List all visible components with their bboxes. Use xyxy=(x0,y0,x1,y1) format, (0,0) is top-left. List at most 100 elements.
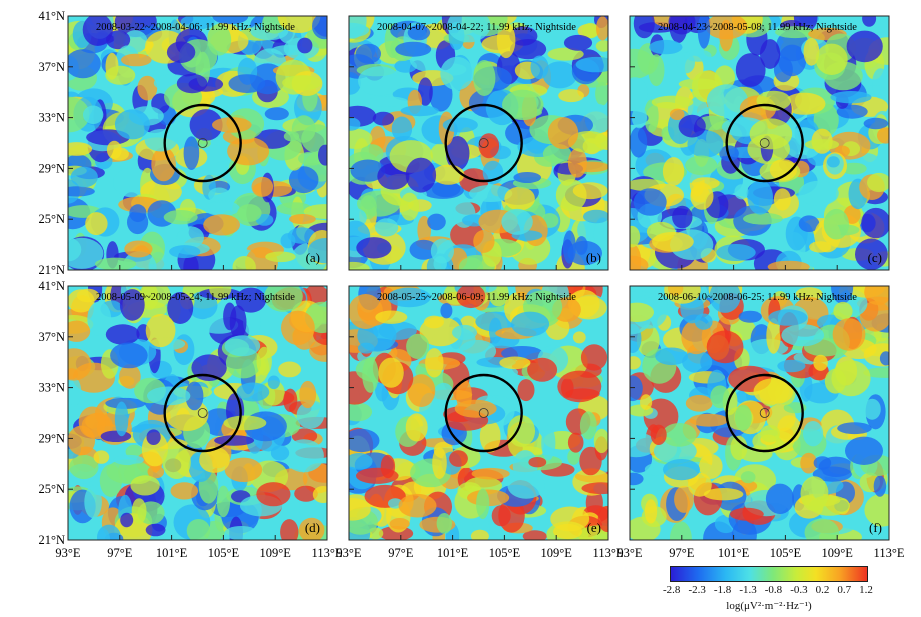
intensity-blob xyxy=(738,310,762,323)
intensity-blob xyxy=(71,523,85,540)
intensity-blob xyxy=(669,521,692,540)
intensity-blob xyxy=(581,482,608,495)
panel-letter: (b) xyxy=(586,250,601,265)
intensity-blob xyxy=(563,34,593,51)
intensity-blob xyxy=(291,428,318,444)
lat-label: 25°N xyxy=(38,212,65,226)
intensity-blob xyxy=(129,204,147,223)
intensity-blob xyxy=(798,215,820,232)
intensity-blob xyxy=(699,453,723,479)
intensity-blob xyxy=(68,425,96,456)
intensity-blob xyxy=(689,413,729,427)
intensity-blob xyxy=(845,436,883,465)
intensity-blob xyxy=(378,357,404,388)
intensity-blob xyxy=(672,205,693,229)
intensity-blob xyxy=(214,435,255,446)
intensity-blob xyxy=(530,55,549,80)
intensity-blob xyxy=(633,16,655,39)
intensity-blob xyxy=(471,467,510,480)
intensity-blob xyxy=(137,75,158,101)
intensity-blob xyxy=(151,147,176,182)
intensity-blob xyxy=(547,47,584,61)
intensity-blob xyxy=(289,214,316,225)
intensity-blob xyxy=(301,124,327,154)
epicenter-ring xyxy=(163,103,242,183)
panel-frame xyxy=(67,285,328,541)
lat-label: 29°N xyxy=(38,431,65,445)
epicenter-ring xyxy=(444,373,523,453)
intensity-blob xyxy=(82,16,113,46)
map-panel-c xyxy=(630,16,889,270)
intensity-blob xyxy=(360,144,384,163)
intensity-blob xyxy=(405,157,437,193)
intensity-blob xyxy=(648,54,665,87)
intensity-blob xyxy=(251,176,274,197)
intensity-blob xyxy=(84,485,102,519)
intensity-blob xyxy=(783,92,826,115)
intensity-blob xyxy=(105,65,136,85)
intensity-blob xyxy=(191,354,227,382)
intensity-blob xyxy=(567,448,580,465)
lat-label: 29°N xyxy=(38,161,65,175)
lon-label: 97°E xyxy=(388,546,413,560)
intensity-blob xyxy=(105,324,140,345)
intensity-blob xyxy=(283,131,300,142)
intensity-blob xyxy=(630,77,648,109)
intensity-blob xyxy=(358,66,401,96)
intensity-blob xyxy=(596,16,608,41)
intensity-blob xyxy=(105,397,146,409)
intensity-blob xyxy=(491,505,511,527)
intensity-blob xyxy=(449,450,468,467)
epicenter-ring xyxy=(725,103,804,183)
intensity-blob xyxy=(458,257,484,270)
intensity-blob xyxy=(690,182,714,210)
intensity-blob xyxy=(676,52,695,74)
intensity-blob xyxy=(356,467,399,484)
intensity-blob xyxy=(232,256,256,270)
lat-label: 37°N xyxy=(38,330,65,344)
intensity-blob xyxy=(798,180,839,206)
lat-label: 33°N xyxy=(38,381,65,395)
intensity-blob xyxy=(440,303,453,319)
intensity-blob xyxy=(687,130,724,158)
intensity-blob xyxy=(640,394,653,410)
intensity-blob xyxy=(146,429,161,446)
intensity-blob xyxy=(186,519,211,540)
intensity-blob xyxy=(706,84,749,117)
intensity-blob xyxy=(349,402,373,422)
panel-title: 2008-04-23~2008-05-08; 11.99 kHz; Nights… xyxy=(658,22,857,33)
intensity-blob xyxy=(861,207,889,239)
intensity-blob xyxy=(734,184,749,200)
intensity-blob xyxy=(863,117,889,130)
colorbar: -2.8 -2.3 -1.8 -1.3 -0.8 -0.3 0.2 0.7 1.… xyxy=(663,566,873,616)
intensity-blob xyxy=(769,159,798,181)
intensity-blob xyxy=(579,411,597,440)
intensity-blob xyxy=(265,251,296,263)
intensity-blob xyxy=(447,16,491,43)
intensity-blob xyxy=(747,179,773,215)
intensity-blob xyxy=(256,346,272,376)
intensity-blob xyxy=(180,16,215,30)
map-panel-f xyxy=(630,286,889,540)
lat-label: 41°N xyxy=(38,279,65,293)
panel-letter: (a) xyxy=(306,250,320,265)
intensity-blob xyxy=(85,212,108,236)
panel-title: 2008-03-22~2008-04-06; 11.99 kHz; Nights… xyxy=(96,22,295,33)
intensity-blob xyxy=(879,351,889,366)
intensity-blob xyxy=(803,37,820,66)
intensity-blob xyxy=(877,127,889,144)
intensity-blob xyxy=(425,348,444,378)
intensity-blob xyxy=(507,415,535,447)
intensity-blob xyxy=(309,338,327,362)
intensity-blob xyxy=(767,260,810,270)
colorbar-unit: log(μV²·m⁻²·Hz⁻¹) xyxy=(726,600,812,612)
panel-frame xyxy=(67,15,328,271)
intensity-blob xyxy=(496,22,516,59)
intensity-blob xyxy=(753,378,794,405)
intensity-blob xyxy=(674,485,694,513)
colorbar-gradient xyxy=(670,566,868,582)
intensity-blob xyxy=(812,466,852,482)
lat-label: 21°N xyxy=(38,263,65,277)
intensity-blob xyxy=(630,356,641,370)
intensity-blob xyxy=(781,324,825,347)
